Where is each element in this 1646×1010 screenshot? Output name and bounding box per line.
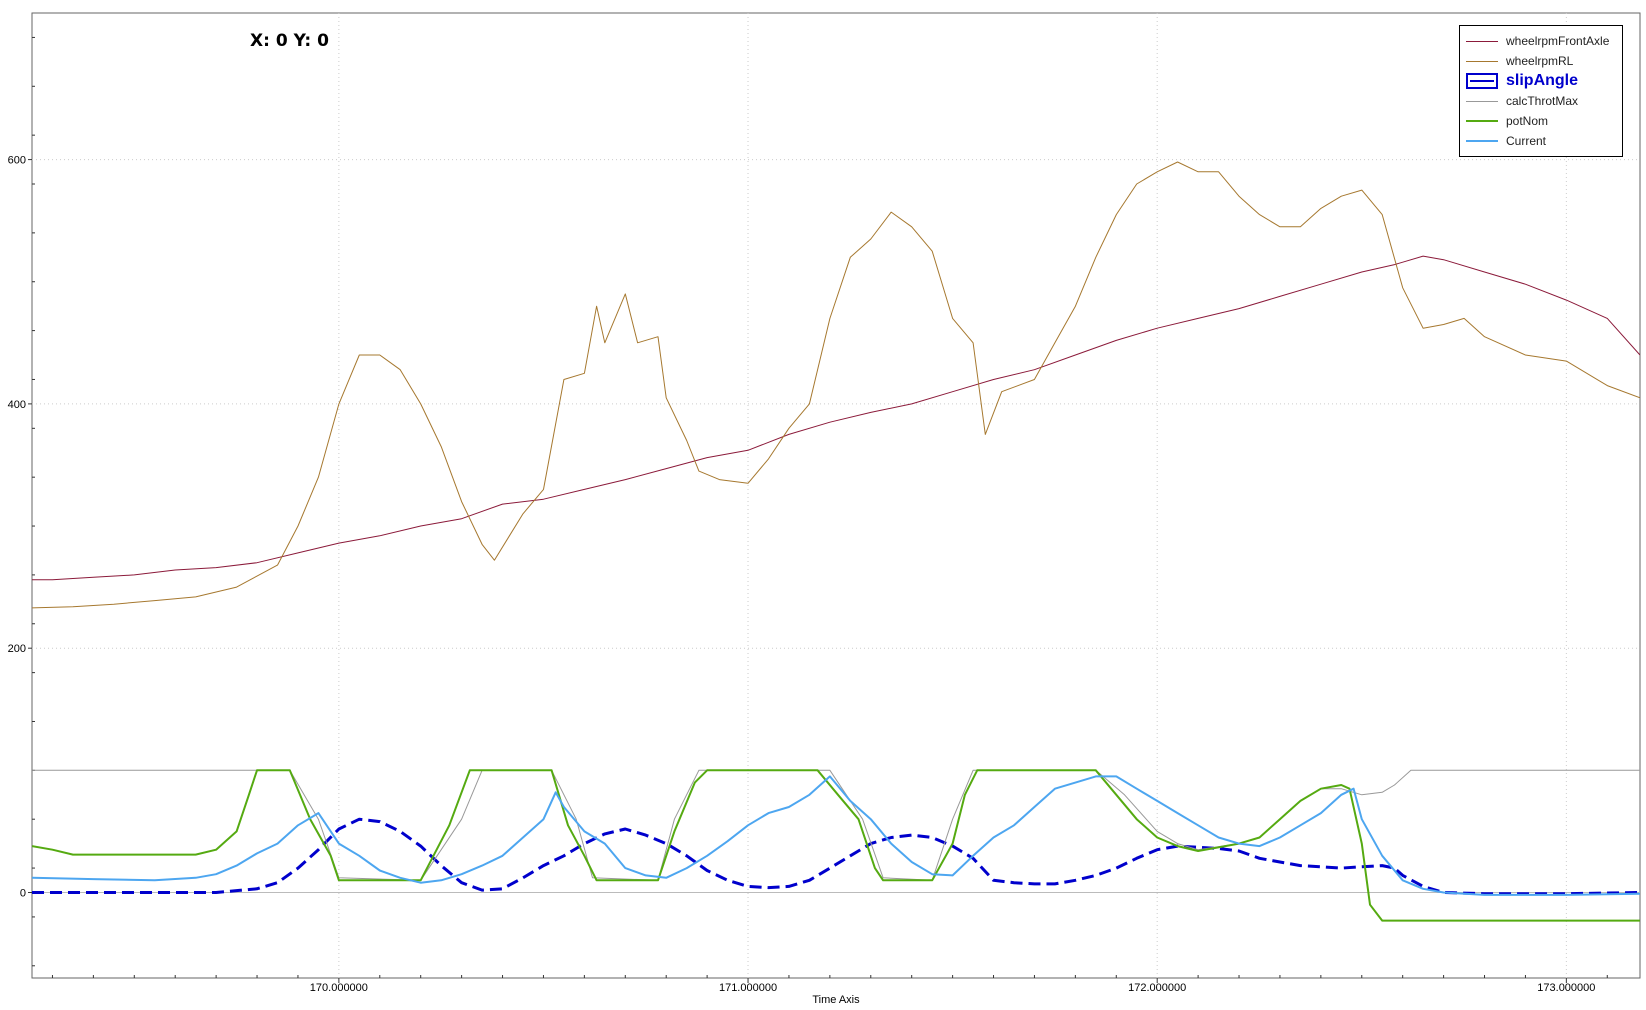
x-tick-label: 170.000000 bbox=[310, 982, 368, 994]
plot-frame bbox=[31, 12, 1641, 979]
legend-item-wheelrpmRL[interactable]: wheelrpmRL bbox=[1466, 52, 1573, 70]
y-tick-label: 200 bbox=[8, 643, 26, 655]
legend-item-slipAngle[interactable]: slipAngle bbox=[1466, 72, 1578, 90]
legend-label: potNom bbox=[1506, 114, 1549, 128]
legend-item-Current[interactable]: Current bbox=[1466, 132, 1546, 150]
legend-label: wheelrpmRL bbox=[1506, 54, 1574, 68]
legend-swatch bbox=[1466, 120, 1498, 122]
legend-swatch bbox=[1466, 40, 1498, 42]
x-axis-label: Time Axis bbox=[812, 994, 860, 1005]
x-tick-label: 172.000000 bbox=[1128, 982, 1186, 994]
legend-swatch bbox=[1466, 140, 1498, 142]
series-line-wheelrpmRL bbox=[32, 161, 1640, 609]
legend-label: Current bbox=[1506, 134, 1547, 148]
series-line-wheelrpmFrontAxle bbox=[32, 255, 1640, 581]
y-tick-label: 600 bbox=[8, 155, 26, 167]
series-line-Current bbox=[32, 775, 1640, 896]
legend-swatch bbox=[1466, 60, 1498, 62]
legend-label: wheelrpmFrontAxle bbox=[1506, 34, 1610, 48]
x-tick-label: 173.000000 bbox=[1537, 982, 1595, 994]
y-tick-label: 400 bbox=[8, 399, 26, 411]
legend-label: calcThrotMax bbox=[1506, 94, 1579, 108]
legend-item-wheelrpmFrontAxle[interactable]: wheelrpmFrontAxle bbox=[1466, 32, 1609, 50]
legend-swatch bbox=[1466, 100, 1498, 102]
legend[interactable]: wheelrpmFrontAxle wheelrpmRL slipAngle calc… bbox=[1459, 25, 1623, 157]
legend-label: slipAngle bbox=[1506, 72, 1579, 89]
legend-item-calcThrotMax[interactable]: calcThrotMax bbox=[1466, 92, 1578, 110]
series-line-calcThrotMax bbox=[32, 769, 1640, 881]
legend-item-potNom[interactable]: potNom bbox=[1466, 112, 1548, 130]
x-tick-label: 171.000000 bbox=[719, 982, 777, 994]
coordinate-readout: X: 0 Y: 0 bbox=[250, 31, 329, 51]
legend-swatch bbox=[1466, 73, 1498, 89]
y-tick-label: 0 bbox=[20, 887, 26, 899]
series-line-potNom bbox=[32, 769, 1640, 922]
